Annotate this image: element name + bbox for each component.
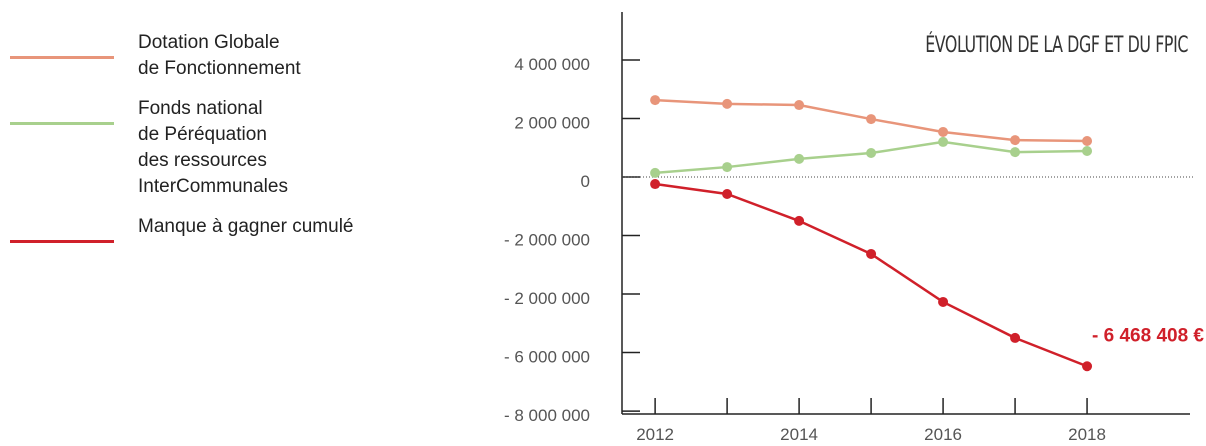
y-tick-label: - 6 000 000 (504, 348, 590, 367)
point (794, 100, 805, 111)
point (866, 114, 877, 125)
y-tick-label: - 8 000 000 (504, 406, 590, 425)
x-tick-label: 2012 (636, 425, 674, 444)
point (650, 95, 661, 106)
point (722, 98, 733, 109)
point (1010, 332, 1021, 343)
point (1010, 135, 1021, 146)
y-tick-label: 2 000 000 (514, 113, 590, 132)
point (650, 179, 661, 190)
legend-swatch (10, 122, 114, 125)
point (938, 296, 949, 307)
y-tick-label: - 2 000 000 (504, 231, 590, 250)
point (722, 188, 733, 199)
x-tick-label: 2016 (924, 425, 962, 444)
legend-label: Dotation Globale de Fonctionnement (138, 32, 301, 79)
point (1082, 361, 1093, 372)
legend: Dotation Globale de Fonctionnement Fonds … (0, 30, 440, 254)
legend-swatch (10, 240, 114, 243)
point (938, 126, 949, 137)
series-line (654, 182, 1088, 368)
legend-item: Manque à gagner cumulé (0, 214, 440, 243)
point (1082, 136, 1093, 147)
x-tick-label: 2018 (1068, 425, 1106, 444)
point (866, 148, 877, 159)
point (866, 248, 877, 259)
legend-item: Dotation Globale de Fonctionnement (0, 30, 440, 82)
y-tick-label: 0 (581, 172, 590, 191)
point (794, 215, 805, 226)
chart-title: ÉVOLUTION DE LA DGF ET DU FPIC (925, 32, 1188, 57)
value-label: - 6 468 408 € (1092, 325, 1204, 346)
x-tick-label: 2014 (780, 425, 818, 444)
legend-item: Fonds national de Péréquation des ressou… (0, 96, 440, 200)
legend-swatch (10, 56, 114, 59)
point (722, 162, 733, 173)
point (794, 153, 805, 164)
point (1082, 145, 1093, 156)
point (650, 167, 661, 178)
point (938, 136, 949, 147)
legend-label: Manque à gagner cumulé (138, 216, 354, 237)
y-tick-label: - 2 000 000 (504, 289, 590, 308)
y-tick-label: 4 000 000 (514, 55, 590, 74)
point (1010, 147, 1021, 158)
legend-label: Fonds national de Péréquation des ressou… (138, 98, 288, 197)
